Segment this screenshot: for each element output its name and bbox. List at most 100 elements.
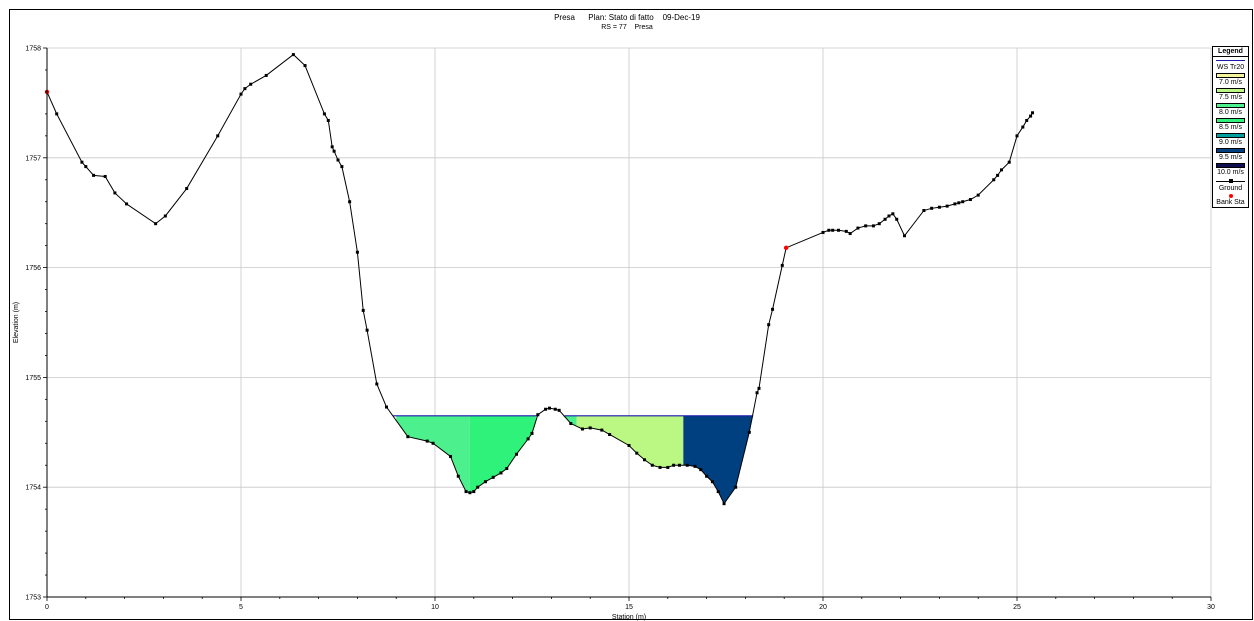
y-tick-label: 1757 [25,155,41,162]
ground-point [264,73,268,77]
legend-ground-marker [1214,177,1247,185]
ground-point [734,485,738,489]
ground-point [348,200,352,204]
ground-point [672,463,676,467]
ground-point [103,174,107,178]
legend-entry-5: 9.0 m/s [1213,133,1248,147]
ground-point [491,475,495,479]
ground-point [185,187,189,191]
ground-point [722,502,726,506]
ground-point [55,112,59,116]
legend-label: 7.5 m/s [1219,94,1242,101]
legend-swatch [1216,133,1245,138]
ground-point [514,452,518,456]
ground-point [336,158,340,162]
ground-point [431,441,435,445]
ground-line [46,53,1033,505]
legend-line-marker [1216,60,1245,61]
legend-entry-7: 10.0 m/s [1213,163,1248,177]
legend-entries: WS Tr20 7.0 m/s 7.5 m/s 8.0 m/s 8.5 m/s 9.0 m… [1213,60,1248,207]
legend-entry-3: 8.0 m/s [1213,103,1248,117]
ground-point [755,391,759,395]
ground-point [930,206,934,210]
legend-label: Ground [1218,185,1243,192]
ground-point [449,454,453,458]
ground-point [544,407,548,411]
ground-point [999,168,1003,172]
ground-point [483,480,487,484]
ground-point [922,209,926,213]
legend-label: Bank Sta [1216,199,1245,206]
ground-point [553,407,557,411]
ground-point [747,430,751,434]
y-axis-title: Elevation (m) [13,302,20,343]
ground-point [757,386,761,390]
legend-swatch [1216,148,1245,153]
ground-point [569,422,573,426]
ground-point [635,451,639,455]
ground-point [163,214,167,218]
velocity-zone-3 [576,415,684,468]
ground-point [877,222,881,226]
y-tick-label: 1756 [25,265,41,272]
ground-point [627,443,631,447]
ground-point [385,405,388,409]
ground-point [716,490,720,494]
ground-point [291,53,295,57]
chart-frame [9,9,1253,620]
y-tick-label: 1758 [25,46,41,53]
y-tick-label: 1755 [25,375,41,382]
velocity-zone-1 [469,415,536,493]
x-tick-label: 10 [431,604,439,611]
ground-point [685,463,689,467]
ground-point [895,217,899,221]
ground-point [361,308,365,312]
ground-point [84,165,88,169]
ground-point [239,92,243,96]
bank-stations [44,89,789,251]
legend-swatch [1216,88,1245,93]
ground-point [322,112,326,116]
ground-point [456,474,460,478]
ground-point [780,263,784,267]
legend-swatch [1216,73,1245,78]
ground-point [332,149,336,153]
legend: Legend WS Tr20 7.0 m/s 7.5 m/s 8.0 m/s 8.5 m… [1212,46,1249,208]
ground-point [600,428,604,432]
legend-swatch [1216,118,1245,123]
ground-point [249,82,253,86]
ground-point [375,382,379,386]
ground-point [831,228,835,232]
x-tick-label: 20 [819,604,827,611]
x-tick-label: 25 [1013,604,1021,611]
legend-entry-8: Ground [1213,177,1248,193]
legend-entry-9: Bank Sta [1213,193,1248,207]
ground-point [464,490,468,494]
ground-point [864,224,868,228]
ground-point [902,234,906,238]
ground-point [699,468,703,472]
bank-station-point [783,245,789,251]
ground-point [557,408,561,412]
legend-label: 9.5 m/s [1219,154,1242,161]
axes: 0 5 10 15 20 25 30 1753 1754 1755 1756 1757 1758 [25,46,1215,612]
ground-point [677,463,681,467]
ground-point [536,413,540,417]
ground-point [837,228,841,232]
ground-point [871,224,875,228]
ground-point [767,323,771,327]
ground-point [848,232,852,236]
ground-profile [45,53,1035,506]
ground-point [968,198,972,202]
ground-point [705,474,709,478]
ground-point [666,465,670,469]
legend-entry-6: 9.5 m/s [1213,148,1248,162]
legend-swatch [1216,103,1245,108]
ground-point [608,432,612,436]
ground-point [580,427,584,431]
y-tick-label: 1753 [25,595,41,602]
ground-point [92,173,96,177]
ground-point [710,480,714,484]
ground-point [856,226,860,230]
